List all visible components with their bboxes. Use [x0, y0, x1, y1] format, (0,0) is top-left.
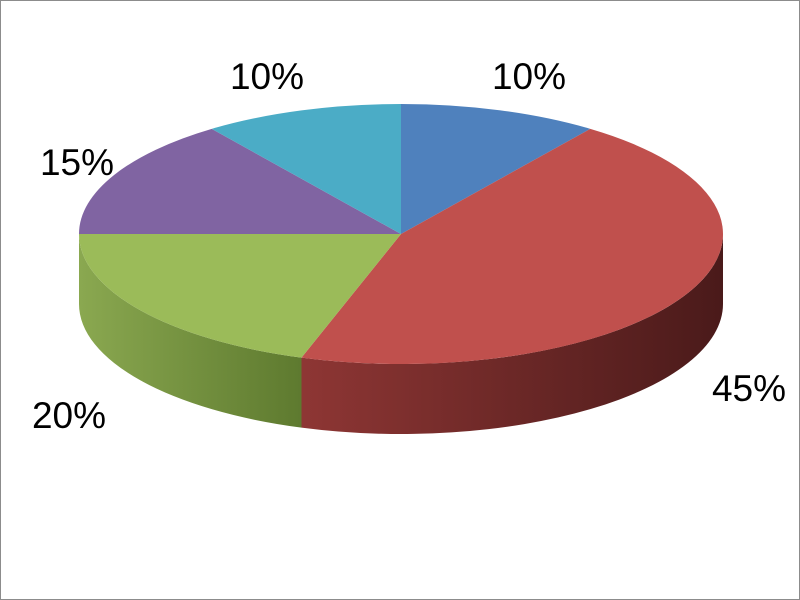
data-label-slice-3: 20% — [31, 395, 107, 436]
pie-slice-4 — [79, 128, 401, 234]
data-label-slice-5: 10% — [229, 56, 305, 97]
pie-slice-5 — [211, 104, 401, 234]
pie-slice-1 — [401, 104, 591, 234]
data-label-slice-1: 10% — [491, 56, 567, 97]
pie-slice-3 — [79, 234, 401, 358]
pie-slice-2 — [301, 128, 724, 364]
data-label-slice-4: 15% — [39, 142, 115, 183]
pie-side-2 — [301, 234, 724, 435]
data-label-slice-2: 45% — [711, 368, 787, 409]
pie-side-3 — [79, 234, 302, 428]
